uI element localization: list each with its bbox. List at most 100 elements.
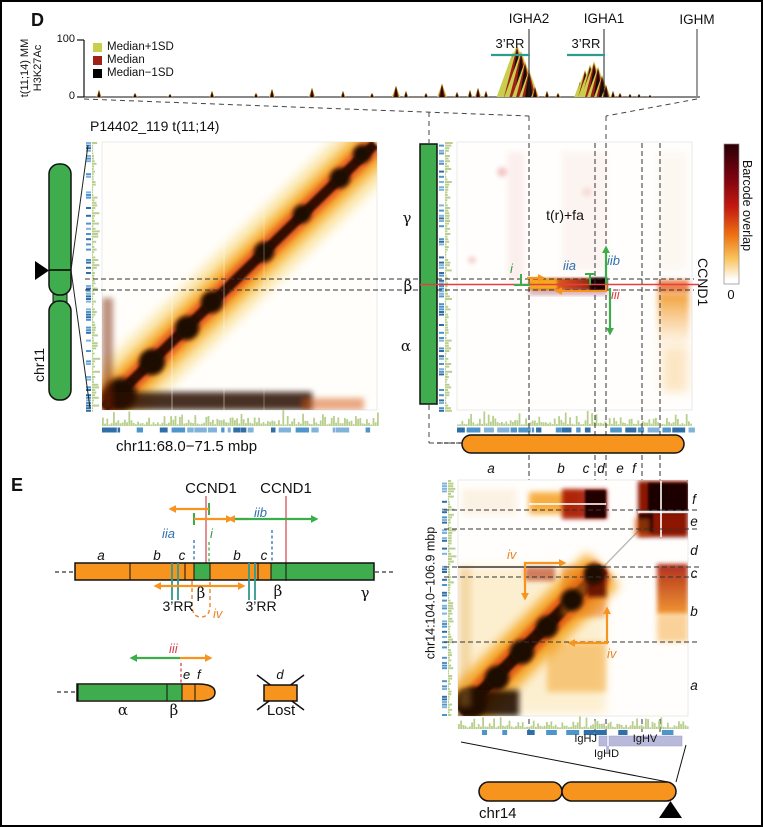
arrow-label-iii: iii	[611, 287, 620, 302]
hic-map-translocated-bg	[456, 141, 693, 411]
chr14-zoom-lines	[460, 741, 687, 783]
zoom-line	[70, 269, 91, 409]
row-label-e: e	[690, 514, 698, 529]
e-rr-label-2: 3’RR	[245, 598, 277, 614]
chr14-side-track	[442, 480, 457, 716]
projection-lines	[83, 98, 698, 444]
ccnd1-row-lines	[85, 278, 694, 291]
gene-label-igha1: IGHA1	[583, 11, 625, 26]
ccnd1-label-2: CCND1	[260, 480, 312, 497]
e-rr-label-1: 3’RR	[162, 598, 194, 614]
chip-ylabel-line1: t(11;14) MM	[19, 38, 32, 98]
segment-label-c: c	[582, 461, 590, 476]
e-seg-e: e	[183, 667, 191, 682]
hic-left-xlabel: chr11:68.0−71.5 mbp	[116, 438, 258, 455]
legend-swatch-median-minus-icon	[93, 69, 102, 78]
alpha-label: α	[400, 337, 412, 355]
legend-swatch-median-icon	[93, 56, 102, 65]
segment-label-b: b	[557, 461, 565, 476]
rearrangement-arrows	[514, 273, 595, 286]
e-beta-3: β	[169, 701, 179, 719]
arrow-label-iia: iia	[563, 258, 577, 273]
lost-seg-d: d	[276, 667, 284, 682]
hic-left-title: P14402_119 t(11;14)	[90, 118, 220, 134]
e-arrow-label-i: i	[210, 526, 213, 541]
arrow-label-iv-2: iv	[607, 646, 617, 661]
chr11-label: chr11	[31, 348, 47, 382]
chip-ylabel-line2: H3K27Ac	[32, 44, 44, 92]
ighj-label: IgHJ	[574, 733, 597, 745]
chr11-side-track	[86, 142, 101, 412]
row-label-c: c	[690, 566, 698, 581]
hic-map-translocated-heat	[468, 152, 689, 392]
hic-map-chr11-bg	[101, 141, 378, 411]
ccnd1-label-1: CCND1	[185, 480, 237, 497]
translocated-side-track	[439, 142, 453, 412]
e-beta-1: β	[196, 584, 206, 602]
ytick-0: 0	[68, 90, 75, 102]
arrow-label-iv-1: iv	[507, 547, 517, 562]
chr14-region-bar	[437, 434, 685, 454]
legend-row-median: Median	[93, 54, 174, 67]
arrow-label-iib: iib	[607, 253, 621, 268]
legend-row-median-plus: Median+1SD	[93, 41, 174, 54]
row-label-d: d	[690, 543, 698, 558]
row-label-a: a	[690, 678, 698, 693]
segment-label-e: e	[616, 461, 624, 476]
gene-label-ighm: IGHM	[679, 12, 715, 27]
arrow-label-i: i	[510, 261, 513, 276]
row-label-f: f	[692, 492, 696, 507]
e-arrow-label-iia: iia	[162, 526, 176, 541]
e-arrow-label-iib: iib	[254, 505, 268, 520]
translocated-bottom-tracks	[457, 411, 695, 433]
colorbar-zero: 0	[727, 287, 735, 302]
hic-map-chr14-heat	[458, 480, 688, 716]
chip-track-ylabel: t(11;14) MM H3K27Ac	[19, 3, 45, 133]
e-seg-b2: b	[233, 548, 241, 563]
segment-label-f: f	[632, 461, 636, 476]
reciprocal-allele-diagram	[57, 663, 216, 702]
colorbar	[723, 143, 740, 285]
legend-swatch-median-plus-icon	[93, 43, 102, 52]
segment-label-d: d	[597, 461, 605, 476]
e-seg-a: a	[97, 548, 105, 563]
hic-bottom-ylabel: chr14:104.0−106.9 mbp	[423, 526, 438, 660]
ighd-label: IgHD	[594, 748, 620, 760]
ccnd1-axis-label: CCND1	[695, 258, 711, 307]
e-seg-f: f	[197, 667, 201, 682]
ighv-label: IgHV	[632, 733, 658, 745]
legend-label: Median	[107, 54, 145, 66]
legend-label: Median+1SD	[107, 41, 174, 53]
gene-label-igha2: IGHA2	[508, 11, 550, 26]
grid-vertical-dashes	[528, 143, 661, 733]
chr11-bottom-tracks	[102, 410, 379, 433]
gamma-label: γ	[402, 209, 412, 227]
legend-label: Median−1SD	[107, 67, 174, 79]
tr-fa-annotation: t(r)+fa	[546, 207, 584, 223]
e-seg-c1: c	[178, 548, 186, 563]
e-beta-2: β	[273, 582, 283, 600]
e-seg-c2: c	[260, 548, 268, 563]
ytick-100: 100	[56, 33, 75, 45]
e-arrow-label-iv: iv	[213, 606, 223, 621]
row-label-b: b	[690, 604, 698, 619]
breakpoint-triangle-icon	[659, 801, 682, 818]
panel-d-label: D	[31, 10, 44, 30]
segment-label-a: a	[487, 461, 495, 476]
beta-label: β	[403, 277, 413, 295]
chip-legend: Median+1SD Median Median−1SD	[93, 41, 174, 80]
hic-map-chr11-heat	[102, 142, 377, 410]
rr-label-1: 3’RR	[495, 36, 525, 51]
chr11-region-bar	[419, 143, 438, 405]
zoom-line	[70, 144, 89, 271]
colorbar-label: Barcode overlap	[740, 160, 754, 252]
breakpoint-triangle-icon	[35, 261, 49, 280]
lost-label: Lost	[266, 702, 296, 719]
e-seg-b1: b	[153, 548, 161, 563]
e-gamma: γ	[360, 584, 370, 602]
legend-row-median-minus: Median−1SD	[93, 67, 174, 80]
chr14-label: chr14	[479, 805, 517, 822]
e-arrow-label-iii: iii	[169, 641, 178, 656]
chip-track-peaks	[96, 44, 653, 97]
